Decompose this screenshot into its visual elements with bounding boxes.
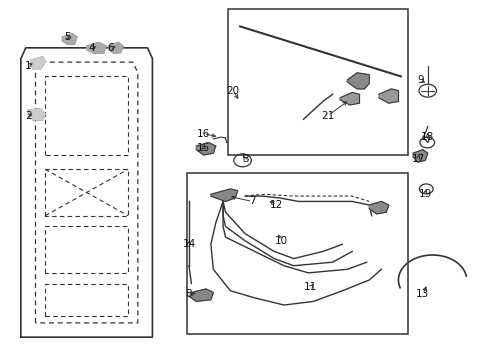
Bar [228, 9, 408, 155]
Polygon shape [28, 109, 45, 120]
Text: 1: 1 [25, 61, 31, 71]
Text: 4: 4 [88, 43, 95, 53]
Polygon shape [413, 150, 428, 162]
Polygon shape [62, 33, 77, 44]
Text: 3: 3 [242, 154, 248, 163]
Text: 18: 18 [421, 132, 434, 142]
Text: 16: 16 [197, 129, 210, 139]
Polygon shape [379, 89, 398, 103]
Text: 9: 9 [417, 75, 424, 85]
Bar [187, 173, 408, 334]
Polygon shape [30, 57, 45, 69]
Text: 7: 7 [249, 197, 256, 206]
Text: 5: 5 [64, 32, 71, 42]
Polygon shape [196, 143, 216, 155]
Text: 21: 21 [321, 111, 335, 121]
Text: 11: 11 [304, 282, 318, 292]
Polygon shape [211, 189, 238, 202]
Polygon shape [87, 42, 106, 53]
Polygon shape [109, 42, 123, 53]
Text: 15: 15 [197, 143, 210, 153]
Polygon shape [347, 73, 369, 89]
Text: 6: 6 [108, 43, 114, 53]
Polygon shape [189, 289, 213, 301]
Text: 19: 19 [418, 189, 432, 199]
Text: 14: 14 [182, 239, 196, 249]
Polygon shape [369, 202, 389, 214]
Text: 12: 12 [270, 200, 283, 210]
Text: 13: 13 [416, 289, 429, 299]
Text: 2: 2 [25, 111, 31, 121]
Polygon shape [340, 93, 360, 105]
Text: 20: 20 [226, 86, 240, 96]
Text: 17: 17 [411, 154, 425, 163]
Text: 8: 8 [186, 289, 192, 299]
Text: 10: 10 [275, 236, 288, 246]
